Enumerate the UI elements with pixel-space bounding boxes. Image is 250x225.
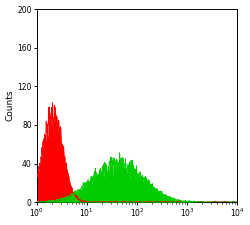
Y-axis label: Counts: Counts (6, 90, 15, 121)
